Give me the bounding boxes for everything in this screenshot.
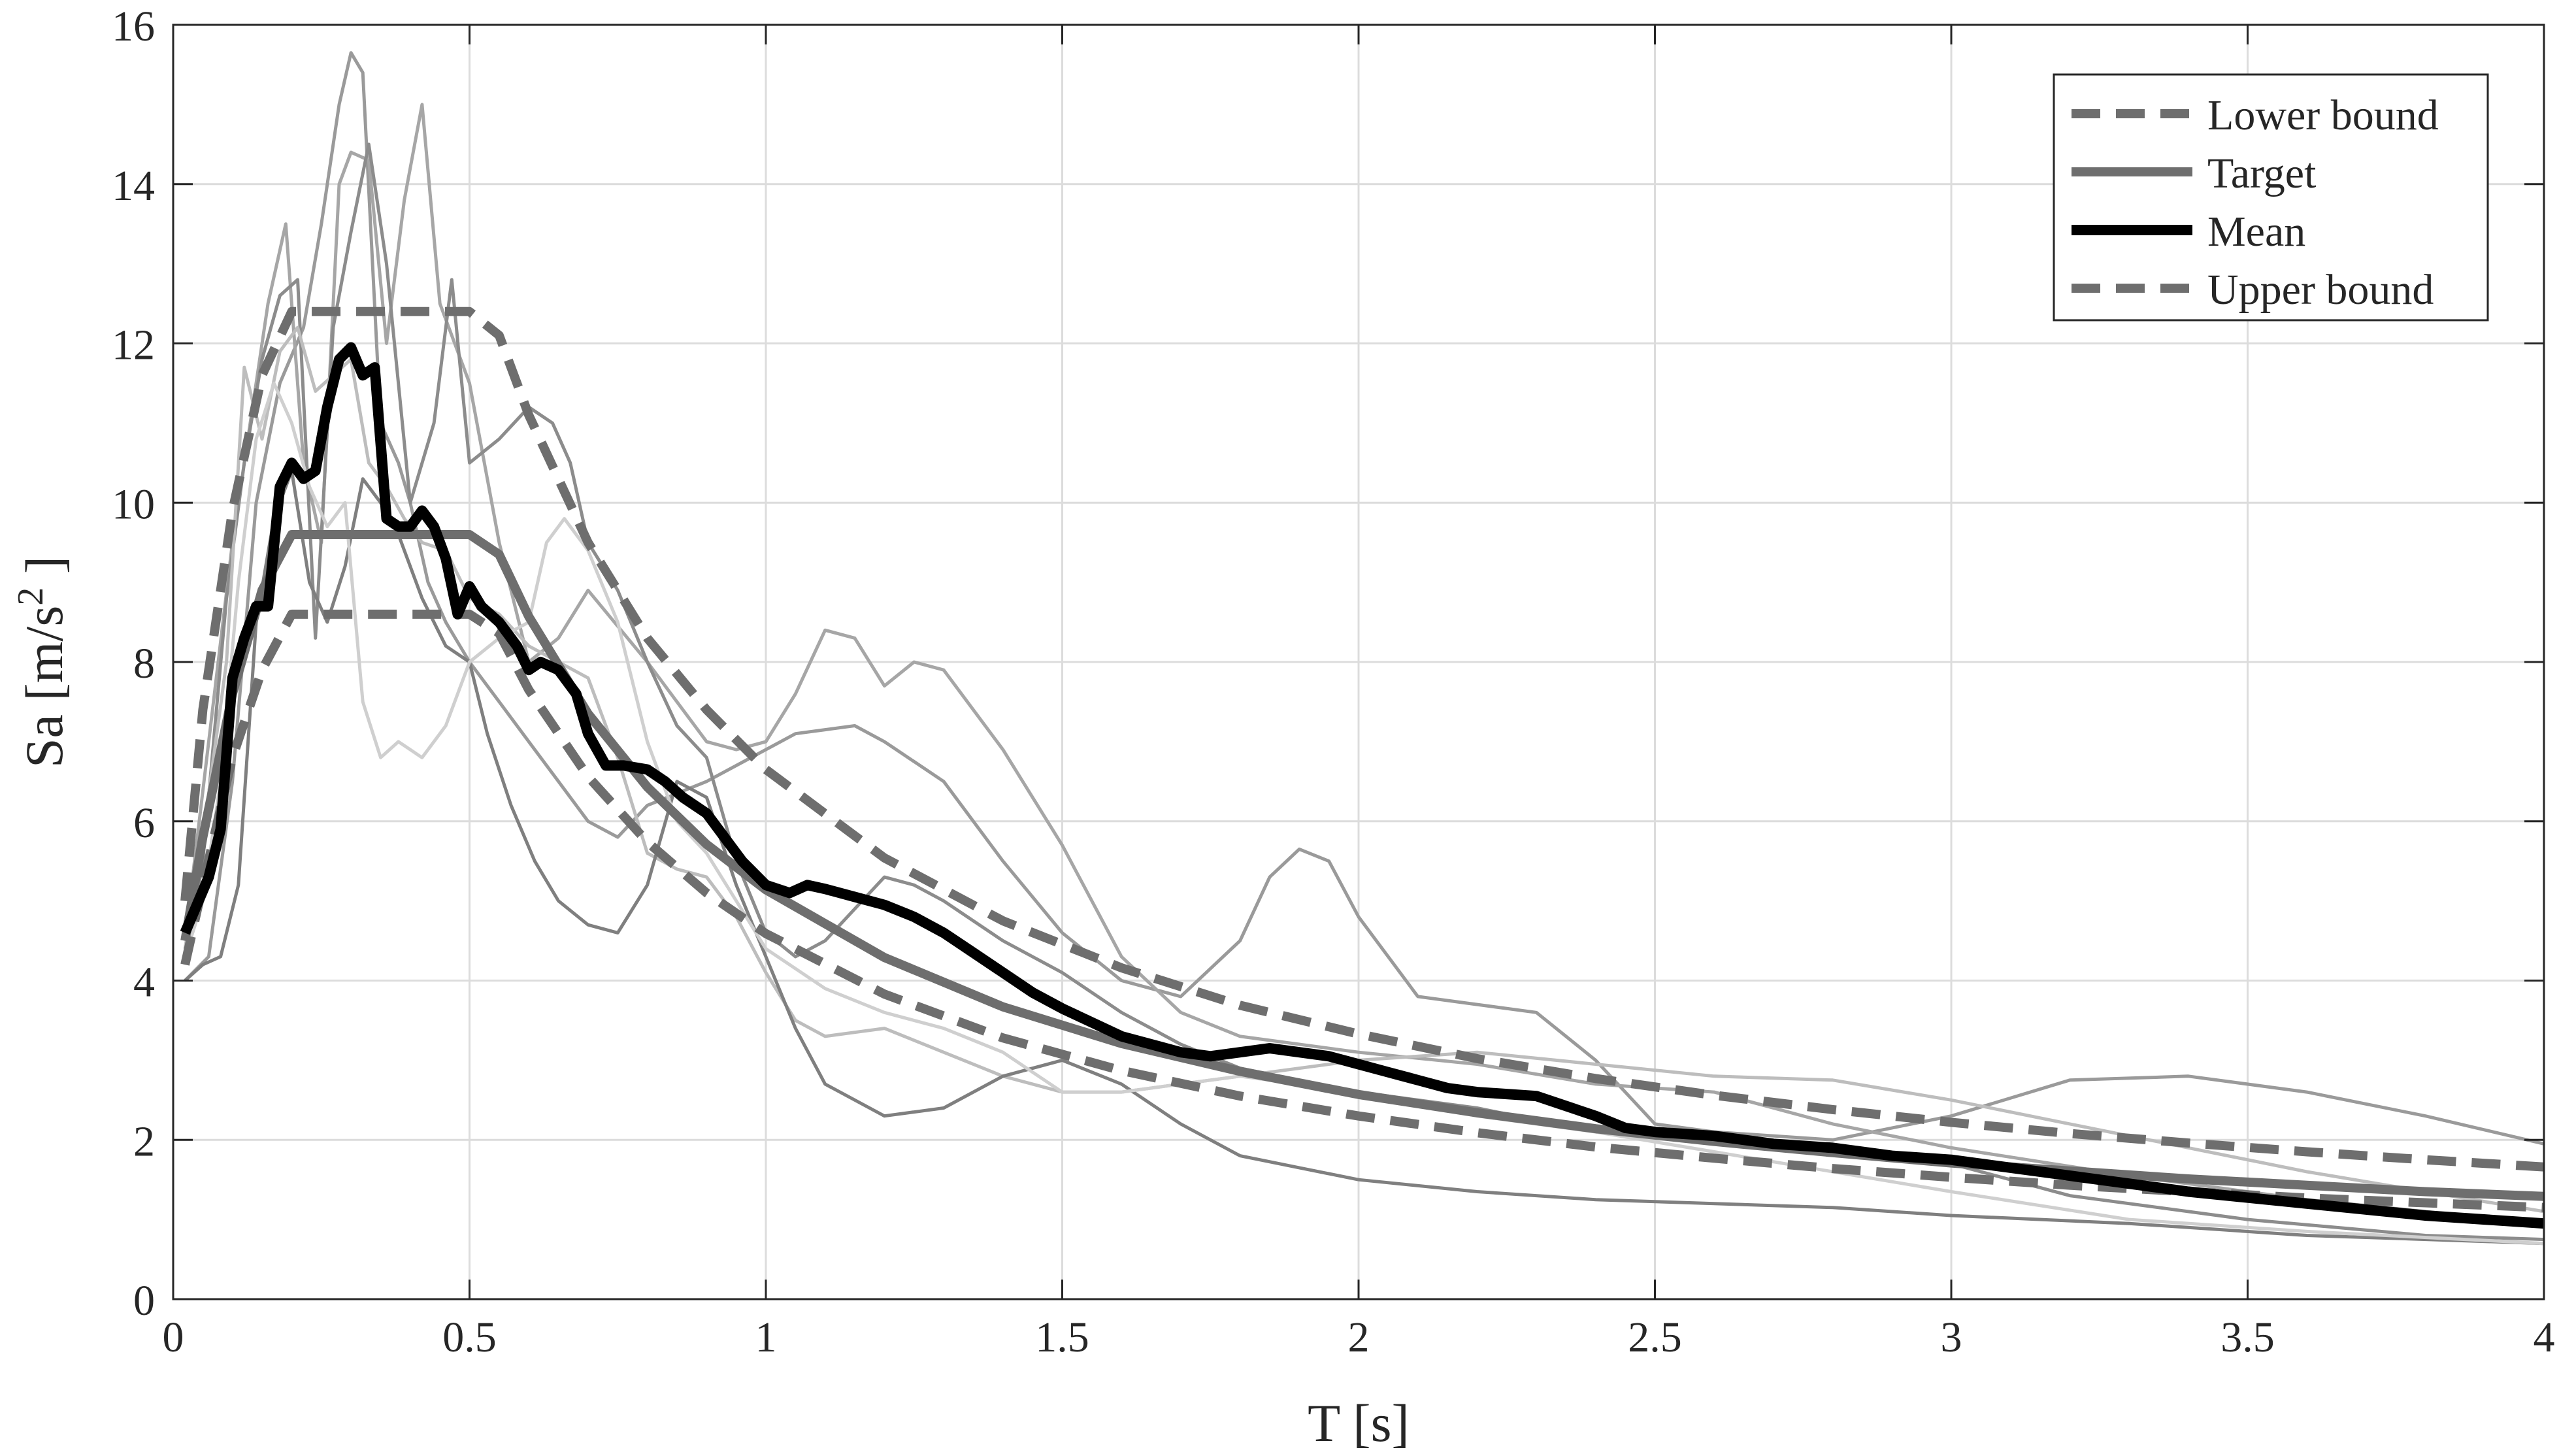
record-spectrum-line (184, 51, 2545, 1146)
x-tick-label: 1.5 (1035, 1314, 1089, 1361)
x-tick-label: 0.5 (442, 1314, 497, 1361)
tick-labels: 0 0.5 1 1.5 2 2.5 3 3.5 4 0 2 4 6 8 10 12 14 16 (112, 3, 2555, 1361)
y-tick-label: 4 (133, 959, 155, 1006)
x-tick-label: 3.5 (2221, 1314, 2275, 1361)
x-tick-label: 0 (163, 1314, 184, 1361)
y-tick-label: 12 (112, 322, 155, 369)
y-tick-label: 14 (112, 162, 155, 210)
ticks (172, 24, 2545, 1300)
y-axis-label-main: Sa [m/s (14, 606, 74, 768)
legend-label-lower-bound: Lower bound (2207, 91, 2439, 139)
x-tick-label: 3 (1941, 1314, 1962, 1361)
x-axis-label: T [s] (1308, 1393, 1410, 1453)
legend-label-target: Target (2207, 150, 2316, 197)
record-spectrum-line (183, 325, 2545, 1214)
y-tick-label: 2 (133, 1117, 155, 1165)
y-axis-label-tail: ] (14, 556, 74, 587)
x-tick-label: 4 (2534, 1314, 2555, 1361)
y-axis-label: Sa [m/s2 ] (10, 556, 74, 768)
series-layer (180, 51, 2545, 1246)
record-spectrum-line (184, 469, 2545, 1246)
y-tick-label: 10 (112, 480, 155, 528)
series-upper-bound (180, 306, 2545, 1172)
series-lower-bound (180, 609, 2545, 1212)
y-tick-label: 0 (133, 1277, 155, 1325)
y-tick-label: 8 (133, 640, 155, 687)
x-tick-label: 2.5 (1628, 1314, 1682, 1361)
y-tick-label: 16 (112, 3, 155, 50)
x-tick-label: 1 (755, 1314, 777, 1361)
legend-label-mean: Mean (2207, 208, 2305, 256)
x-tick-label: 2 (1348, 1314, 1370, 1361)
legend: Lower bound Target Mean Upper bound (2053, 73, 2489, 322)
legend-label-upper-bound: Upper bound (2207, 266, 2434, 314)
y-axis-label-superscript: 2 (10, 587, 51, 606)
series-mean (180, 342, 2545, 1229)
y-tick-label: 6 (133, 799, 155, 847)
